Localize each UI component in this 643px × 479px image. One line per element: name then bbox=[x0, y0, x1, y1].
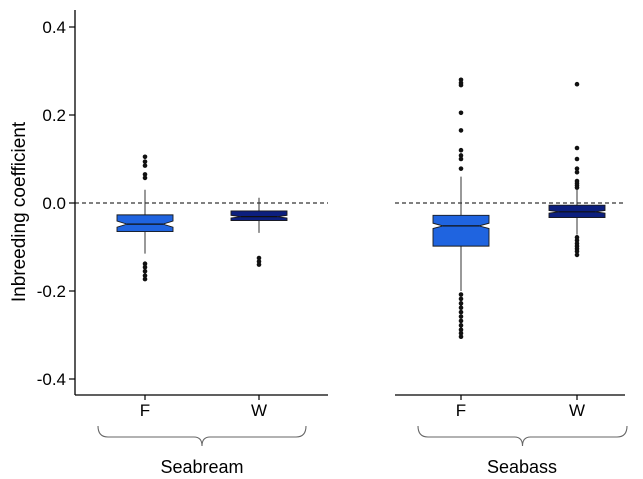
outlier-point bbox=[458, 330, 464, 336]
x-tick-label: W bbox=[251, 401, 267, 420]
x-tick-label: F bbox=[140, 401, 150, 420]
outlier-point bbox=[458, 153, 464, 158]
outlier-point bbox=[458, 128, 464, 133]
outlier-point bbox=[458, 301, 464, 306]
outlier-point bbox=[458, 323, 464, 328]
outlier-point bbox=[458, 292, 464, 297]
y-tick-label: 0.2 bbox=[42, 106, 66, 125]
outlier-point bbox=[574, 156, 580, 162]
outlier-point bbox=[142, 172, 148, 177]
outlier-point bbox=[574, 169, 580, 175]
box-seabass-f bbox=[432, 214, 490, 247]
outlier-point bbox=[458, 82, 464, 88]
outlier-point bbox=[458, 296, 464, 302]
outlier-point bbox=[574, 185, 580, 190]
outlier-point bbox=[574, 249, 580, 254]
y-axis-label: Inbreeding coefficient bbox=[9, 121, 30, 302]
outlier-point bbox=[142, 175, 148, 181]
outlier-point bbox=[458, 156, 464, 162]
group-bracket bbox=[97, 425, 307, 447]
y-tick-label: 0.4 bbox=[42, 18, 66, 37]
outlier-point bbox=[574, 81, 580, 87]
outlier-point bbox=[142, 268, 148, 274]
x-tick-label: F bbox=[456, 401, 466, 420]
group-bracket bbox=[417, 425, 628, 447]
group-label-seabream: Seabream bbox=[160, 457, 243, 477]
outlier-point bbox=[458, 318, 464, 324]
outlier-point bbox=[142, 154, 148, 160]
outlier-point bbox=[142, 276, 148, 282]
box-seabream-f bbox=[116, 214, 174, 233]
y-tick-label: 0.0 bbox=[42, 194, 66, 213]
outlier-point bbox=[458, 110, 464, 116]
outlier-point bbox=[458, 309, 464, 315]
outlier-point bbox=[574, 252, 580, 258]
outlier-point bbox=[458, 334, 464, 340]
x-tick-label: W bbox=[569, 401, 585, 420]
outlier-point bbox=[142, 273, 148, 278]
box-seabream-w bbox=[230, 210, 288, 222]
outlier-point bbox=[142, 159, 148, 164]
outlier-point bbox=[256, 262, 262, 267]
group-label-seabass: Seabass bbox=[487, 457, 557, 477]
outlier-point bbox=[142, 264, 148, 270]
y-tick-label: -0.2 bbox=[37, 282, 66, 301]
outlier-point bbox=[256, 255, 262, 261]
y-tick-label: -0.4 bbox=[37, 370, 66, 389]
outlier-point bbox=[458, 314, 464, 319]
outlier-point bbox=[574, 166, 580, 171]
outlier-point bbox=[458, 147, 464, 153]
outlier-point bbox=[458, 327, 464, 333]
plot-area: 0.4 0.2 0.0 -0.2 -0.4 F W Seabream F W Seabass bbox=[37, 10, 628, 477]
outlier-point bbox=[458, 305, 464, 311]
outlier-point bbox=[142, 261, 148, 267]
outlier-point bbox=[142, 163, 148, 168]
outlier-point bbox=[574, 145, 580, 151]
outlier-point bbox=[458, 166, 464, 171]
